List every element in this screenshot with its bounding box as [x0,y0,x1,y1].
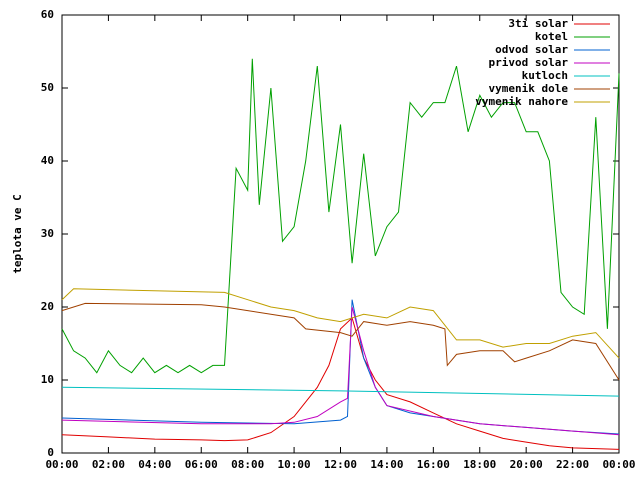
series-line [61,386,620,397]
y-tick-label: 60 [41,8,54,21]
series-line [61,299,620,435]
x-tick-label: 14:00 [370,458,403,471]
legend-label: 3ti solar [508,17,568,30]
x-tick-label: 20:00 [510,458,543,471]
x-tick-label: 00:00 [45,458,78,471]
legend-label: vymenik dole [489,82,569,95]
y-tick-label: 10 [41,373,54,386]
x-tick-label: 18:00 [463,458,496,471]
legend-label: kotel [535,30,568,43]
x-tick-label: 10:00 [278,458,311,471]
x-tick-label: 04:00 [138,458,171,471]
legend-label: privod solar [489,56,569,69]
y-tick-label: 0 [47,446,54,459]
x-tick-label: 02:00 [92,458,125,471]
x-tick-label: 16:00 [417,458,450,471]
x-tick-label: 22:00 [556,458,589,471]
series-line [61,288,620,359]
series-line [61,58,620,374]
x-tick-label: 00:00 [602,458,635,471]
y-tick-label: 30 [41,227,54,240]
x-tick-label: 08:00 [231,458,264,471]
y-axis-label: teplota ve C [11,194,24,273]
y-tick-label: 20 [41,300,54,313]
legend-label: odvod solar [495,43,568,56]
x-tick-label: 12:00 [324,458,357,471]
y-tick-label: 50 [41,81,54,94]
series-line [61,316,620,450]
series-line [61,302,620,381]
series-line [61,306,620,436]
y-tick-label: 40 [41,154,54,167]
x-tick-label: 06:00 [185,458,218,471]
legend-label: vymenik nahore [475,95,568,108]
legend-label: kutloch [522,69,568,82]
